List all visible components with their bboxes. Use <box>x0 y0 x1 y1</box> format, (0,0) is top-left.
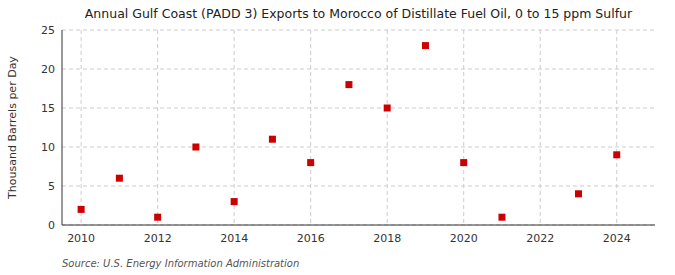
point <box>192 144 199 151</box>
points <box>78 42 621 221</box>
y-tick-label: 25 <box>41 24 55 37</box>
grid-line-x <box>540 30 541 225</box>
x-tick-label: 2016 <box>297 232 325 245</box>
point <box>575 190 582 197</box>
grid-line-x <box>463 30 464 225</box>
grid-line-x <box>157 30 158 225</box>
y-tick-label: 15 <box>41 102 55 115</box>
grid-line-y <box>62 186 655 187</box>
chart: 0 5 10 15 20 25 2010 2012 2014 2016 2018 2020 2022 20… <box>0 0 675 275</box>
grid-line-y <box>62 108 655 109</box>
x-tick-label: 2014 <box>220 232 248 245</box>
grid-line-x <box>387 30 388 225</box>
point <box>498 214 505 221</box>
point <box>269 136 276 143</box>
x-tick-label: 2012 <box>144 232 172 245</box>
y-axis-line <box>62 30 63 225</box>
point <box>613 151 620 158</box>
point <box>345 81 352 88</box>
x-tick-label: 2010 <box>67 232 95 245</box>
grid-line-y <box>62 147 655 148</box>
grid-line-y <box>62 225 655 226</box>
y-axis-label: Thousand Barrels per Day <box>6 56 19 200</box>
point <box>384 105 391 112</box>
point <box>460 159 467 166</box>
x-tick-label: 2020 <box>450 232 478 245</box>
chart-container: 0 5 10 15 20 25 2010 2012 2014 2016 2018 2020 2022 20… <box>0 0 675 275</box>
grid-line-y <box>62 69 655 70</box>
grid-line-x <box>616 30 617 225</box>
point <box>231 198 238 205</box>
title: Annual Gulf Coast (PADD 3) Exports to Mo… <box>85 6 633 21</box>
point <box>116 175 123 182</box>
x-tick-label: 2018 <box>373 232 401 245</box>
y-tick-label: 0 <box>48 219 55 232</box>
y-tick-label: 5 <box>48 180 55 193</box>
y-tick-label: 20 <box>41 63 55 76</box>
point <box>307 159 314 166</box>
source-note: Source: U.S. Energy Information Administ… <box>62 258 299 269</box>
grid-line-y <box>62 30 655 31</box>
grid-line-x <box>234 30 235 225</box>
point <box>154 214 161 221</box>
grid-line-x <box>310 30 311 225</box>
grid-line-x <box>81 30 82 225</box>
y-tick-label: 10 <box>41 141 55 154</box>
x-tick-label: 2022 <box>526 232 554 245</box>
x-tick-label: 2024 <box>603 232 631 245</box>
axes: 0 5 10 15 20 25 2010 2012 2014 2016 2018 2020 2022 20… <box>41 24 655 245</box>
x-axis-line <box>62 225 655 226</box>
grid <box>62 30 655 225</box>
point <box>78 206 85 213</box>
point <box>422 42 429 49</box>
